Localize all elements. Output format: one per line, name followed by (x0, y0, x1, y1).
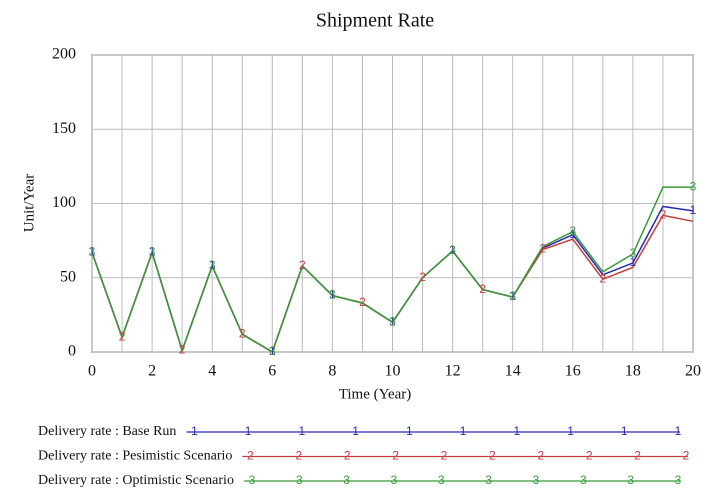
series-marker: 2 (660, 208, 667, 222)
legend-marker: 2 (344, 449, 351, 463)
series-marker: 2 (119, 329, 126, 343)
series-marker: 1 (89, 245, 96, 259)
legend-marker: 2 (586, 449, 593, 463)
x-tick-label: 12 (445, 363, 461, 380)
series-marker: 2 (600, 271, 607, 285)
legend-marker: 1 (460, 424, 467, 438)
series-marker: 1 (509, 289, 516, 303)
series-marker: 3 (209, 258, 216, 272)
series-marker: 3 (329, 288, 336, 302)
legend-marker: 3 (580, 473, 587, 487)
y-tick-label: 100 (52, 194, 76, 211)
x-tick-label: 4 (208, 363, 216, 380)
series-marker: 1 (149, 245, 156, 259)
series-marker: 2 (419, 270, 426, 284)
legend-marker: 1 (191, 424, 198, 438)
series-marker: 2 (359, 295, 366, 309)
legend-marker: 2 (634, 449, 641, 463)
legend-marker: 2 (392, 449, 399, 463)
series-marker: 3 (509, 289, 516, 303)
legend-marker: 1 (245, 424, 252, 438)
x-tick-label: 10 (385, 363, 401, 380)
x-tick-label: 16 (565, 363, 581, 380)
series-marker: 1 (449, 243, 456, 257)
series-marker: 3 (449, 243, 456, 257)
series-marker: 2 (479, 282, 486, 296)
legend-marker: 1 (513, 424, 520, 438)
series-marker: 3 (389, 314, 396, 328)
y-tick-label: 200 (52, 46, 76, 63)
y-tick-label: 0 (68, 343, 76, 360)
y-tick-label: 150 (52, 120, 76, 137)
legend-marker: 3 (485, 473, 492, 487)
series-marker: 1 (269, 344, 276, 358)
legend-marker: 1 (299, 424, 306, 438)
legend-marker: 1 (352, 424, 359, 438)
legend-label: Delivery rate : Optimistic Scenario (38, 473, 234, 488)
y-tick-label: 50 (60, 268, 76, 285)
series-marker: 3 (690, 179, 697, 193)
legend-marker: 2 (295, 449, 302, 463)
x-axis-label: Time (Year) (339, 386, 412, 402)
x-tick-label: 6 (268, 363, 276, 380)
series-marker: 2 (299, 258, 306, 272)
series-marker: 1 (630, 255, 637, 269)
x-tick-label: 0 (88, 363, 96, 380)
legend-marker: 1 (406, 424, 413, 438)
legend-marker: 2 (537, 449, 544, 463)
series-marker: 1 (389, 314, 396, 328)
series-marker: 2 (239, 326, 246, 340)
legend-marker: 1 (567, 424, 574, 438)
series-line (91, 186, 693, 354)
legend-marker: 3 (296, 473, 303, 487)
legend-marker: 2 (441, 449, 448, 463)
legend-marker: 3 (627, 473, 634, 487)
legend-marker: 1 (675, 424, 682, 438)
legend-marker: 3 (343, 473, 350, 487)
x-tick-label: 2 (148, 363, 156, 380)
x-tick-label: 14 (505, 363, 521, 380)
legend-label: Delivery rate : Base Run (38, 424, 176, 439)
series-marker: 3 (569, 224, 576, 238)
series-marker: 3 (630, 246, 637, 260)
legend-marker: 2 (247, 449, 254, 463)
x-tick-label: 18 (625, 363, 641, 380)
series-marker: 2 (539, 242, 546, 256)
legend-marker: 2 (683, 449, 690, 463)
legend-label: Delivery rate : Pesimistic Scenario (38, 449, 232, 464)
series-marker: 1 (209, 258, 216, 272)
x-tick-label: 8 (328, 363, 336, 380)
legend-marker: 3 (249, 473, 256, 487)
legend-marker: 3 (675, 473, 682, 487)
legend-marker: 1 (621, 424, 628, 438)
series-marker: 2 (179, 343, 186, 357)
series-marker: 1 (690, 203, 697, 217)
x-tick-label: 20 (685, 363, 701, 380)
legend-marker: 3 (533, 473, 540, 487)
y-axis-label: Unit/Year (21, 174, 37, 232)
legend-marker: 3 (391, 473, 398, 487)
legend-marker: 3 (438, 473, 445, 487)
chart-title: Shipment Rate (316, 10, 434, 32)
series-marker: 1 (329, 288, 336, 302)
series-marker: 3 (89, 245, 96, 259)
series-marker: 1 (569, 227, 576, 241)
series-marker: 3 (269, 344, 276, 358)
series-marker: 3 (149, 245, 156, 259)
legend-marker: 2 (489, 449, 496, 463)
